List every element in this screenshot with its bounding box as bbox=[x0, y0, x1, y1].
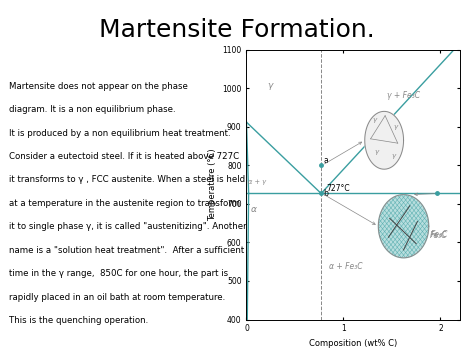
Text: γ: γ bbox=[394, 124, 398, 130]
Text: 727°C: 727°C bbox=[326, 184, 350, 193]
Text: α + Fe₃C: α + Fe₃C bbox=[329, 262, 363, 271]
Text: a: a bbox=[324, 157, 328, 165]
Text: γ: γ bbox=[392, 153, 396, 159]
Text: α: α bbox=[250, 204, 256, 214]
Text: it transforms to γ , FCC austenite. When a steel is held: it transforms to γ , FCC austenite. When… bbox=[9, 175, 246, 184]
Text: rapidly placed in an oil bath at room temperature.: rapidly placed in an oil bath at room te… bbox=[9, 293, 226, 301]
Text: it to single phase γ, it is called "austenitizing". Another: it to single phase γ, it is called "aust… bbox=[9, 222, 247, 231]
Polygon shape bbox=[378, 195, 429, 258]
Polygon shape bbox=[365, 111, 403, 169]
Text: γ: γ bbox=[268, 81, 273, 90]
Text: Consider a eutectoid steel. If it is heated above 727C: Consider a eutectoid steel. If it is hea… bbox=[9, 152, 239, 161]
Text: time in the γ range,  850C for one hour, the part is: time in the γ range, 850C for one hour, … bbox=[9, 269, 228, 278]
Text: diagram. It is a non equilibrium phase.: diagram. It is a non equilibrium phase. bbox=[9, 105, 176, 114]
Text: γ + Fe₃C: γ + Fe₃C bbox=[387, 91, 420, 100]
Text: Fe₃C: Fe₃C bbox=[431, 230, 448, 239]
Text: This is the quenching operation.: This is the quenching operation. bbox=[9, 316, 149, 325]
Y-axis label: Temperature (°C): Temperature (°C) bbox=[208, 148, 217, 221]
X-axis label: Composition (wt% C): Composition (wt% C) bbox=[309, 339, 397, 348]
Text: γ: γ bbox=[373, 117, 376, 123]
Text: It is produced by a non equilibrium heat treatment.: It is produced by a non equilibrium heat… bbox=[9, 129, 231, 137]
Text: b: b bbox=[324, 189, 328, 198]
Text: Martensite does not appear on the phase: Martensite does not appear on the phase bbox=[9, 82, 188, 91]
Text: γ: γ bbox=[374, 149, 378, 155]
Text: name is a "solution heat treatment".  After a sufficient: name is a "solution heat treatment". Aft… bbox=[9, 246, 245, 255]
Text: Martensite Formation.: Martensite Formation. bbox=[99, 18, 375, 42]
Text: at a temperature in the austenite region to transform: at a temperature in the austenite region… bbox=[9, 199, 240, 208]
Text: Fe₃C: Fe₃C bbox=[430, 231, 447, 240]
Text: α + γ: α + γ bbox=[248, 179, 266, 185]
